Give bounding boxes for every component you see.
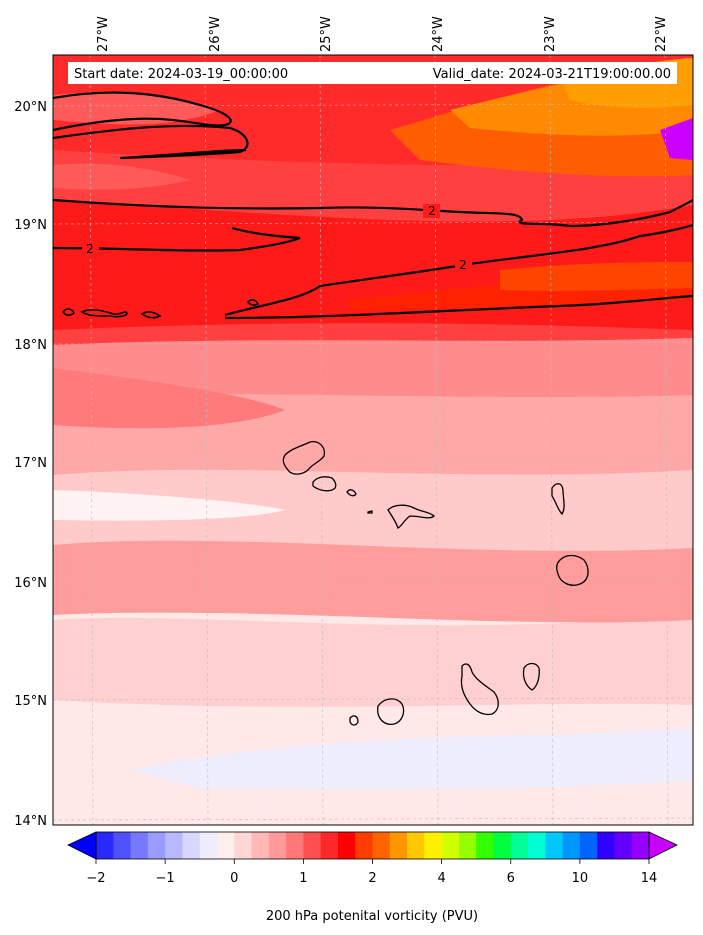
colorbar-tick-label: 4 [437, 871, 445, 886]
valid-date: Valid_date: 2024-03-21T19:00:00.00 [433, 67, 671, 82]
island-boa-vista [556, 554, 589, 586]
island-sal [551, 483, 565, 516]
island-santiago [460, 663, 499, 716]
island-raso [367, 510, 373, 514]
gridlines [52, 54, 694, 826]
colorbar-cell [407, 832, 425, 859]
island-brava [349, 715, 359, 726]
lon-label: 22°W [654, 16, 669, 52]
contour-label: 2 [428, 204, 436, 218]
island-maio [522, 662, 540, 691]
colorbar-max-arrow [648, 831, 678, 860]
colorbar-cell [614, 832, 633, 859]
colorbar-tick-label: −1 [156, 871, 175, 886]
colorbar-cell [510, 832, 529, 859]
contour-label-bg-1 [423, 204, 440, 218]
colorbar-cell [337, 832, 356, 859]
colorbar-cell [130, 832, 149, 859]
colorbar-tick-label: 1 [299, 871, 307, 886]
colorbar-cell [372, 832, 391, 859]
colorbar-tick-label: 0 [230, 871, 238, 886]
lon-label: 25°W [319, 16, 334, 52]
colorbar-cell [96, 832, 114, 859]
colorbar-ticks: −2 −1 0 1 2 4 6 10 14 [86, 859, 657, 886]
island-santo-antao [282, 441, 326, 475]
colorbar-cell [579, 832, 598, 859]
contour-label: 2 [86, 242, 94, 256]
colorbar-cell [199, 832, 218, 859]
lat-label: 19°N [14, 218, 47, 233]
colorbar-cell [493, 832, 512, 859]
colorbar-cell [286, 832, 304, 859]
colorbar-cell [458, 832, 477, 859]
lon-label: 27°W [96, 16, 111, 52]
colorbar-cell [441, 832, 460, 859]
lon-label: 26°W [208, 16, 223, 52]
colorbar-tick-label: −2 [86, 871, 105, 886]
contour-label: 2 [459, 258, 467, 272]
lon-label: 24°W [431, 16, 446, 52]
colorbar-cell [528, 832, 546, 859]
colorbar-cell [182, 832, 201, 859]
lat-label: 16°N [14, 576, 47, 591]
colorbar-cell [545, 832, 563, 859]
colorbar-cell [147, 832, 166, 859]
colorbar-cell [562, 832, 581, 859]
colorbar-cell [476, 832, 494, 859]
lon-label: 23°W [543, 16, 558, 52]
lat-label: 18°N [14, 338, 47, 353]
colorbar-cell [268, 832, 287, 859]
colorbar-label: 200 hPa potenital vorticity (PVU) [266, 909, 478, 924]
lat-label: 14°N [14, 814, 47, 829]
colorbar-min-arrow [67, 831, 97, 860]
pv-field [53, 55, 693, 825]
info-box [68, 62, 677, 84]
colorbar-cell [113, 832, 131, 859]
colorbar-cell [424, 832, 443, 859]
lat-label: 15°N [14, 694, 47, 709]
colorbar-cell [303, 832, 322, 859]
colorbar-cell [165, 832, 183, 859]
start-date: Start date: 2024-03-19_00:00:00 [74, 67, 288, 82]
colorbar-tick-label: 6 [507, 871, 515, 886]
colorbar-cell [251, 832, 270, 859]
colorbar-cell [355, 832, 373, 859]
cape-verde-islands [282, 441, 589, 726]
island-fogo [377, 698, 405, 725]
colorbar-cell [234, 832, 252, 859]
contour-label-bg-3 [455, 258, 472, 272]
island-sao-nicolau [387, 504, 435, 529]
island-sao-vicente [312, 476, 337, 492]
colorbar-tick-label: 10 [572, 871, 589, 886]
colorbar [96, 832, 650, 859]
colorbar-cell [320, 832, 339, 859]
lat-label: 20°N [14, 100, 47, 115]
contour-label-bg-2 [82, 242, 99, 256]
lat-label: 17°N [14, 456, 47, 471]
colorbar-cell [597, 832, 615, 859]
colorbar-tick-label: 14 [641, 871, 658, 886]
colorbar-cell [216, 832, 235, 859]
island-santa-luzia [346, 489, 357, 497]
colorbar-tick-label: 2 [368, 871, 376, 886]
colorbar-cell [631, 832, 650, 859]
colorbar-cell [389, 832, 408, 859]
map-frame [52, 54, 694, 826]
pv-2-small-contours [61, 299, 260, 319]
